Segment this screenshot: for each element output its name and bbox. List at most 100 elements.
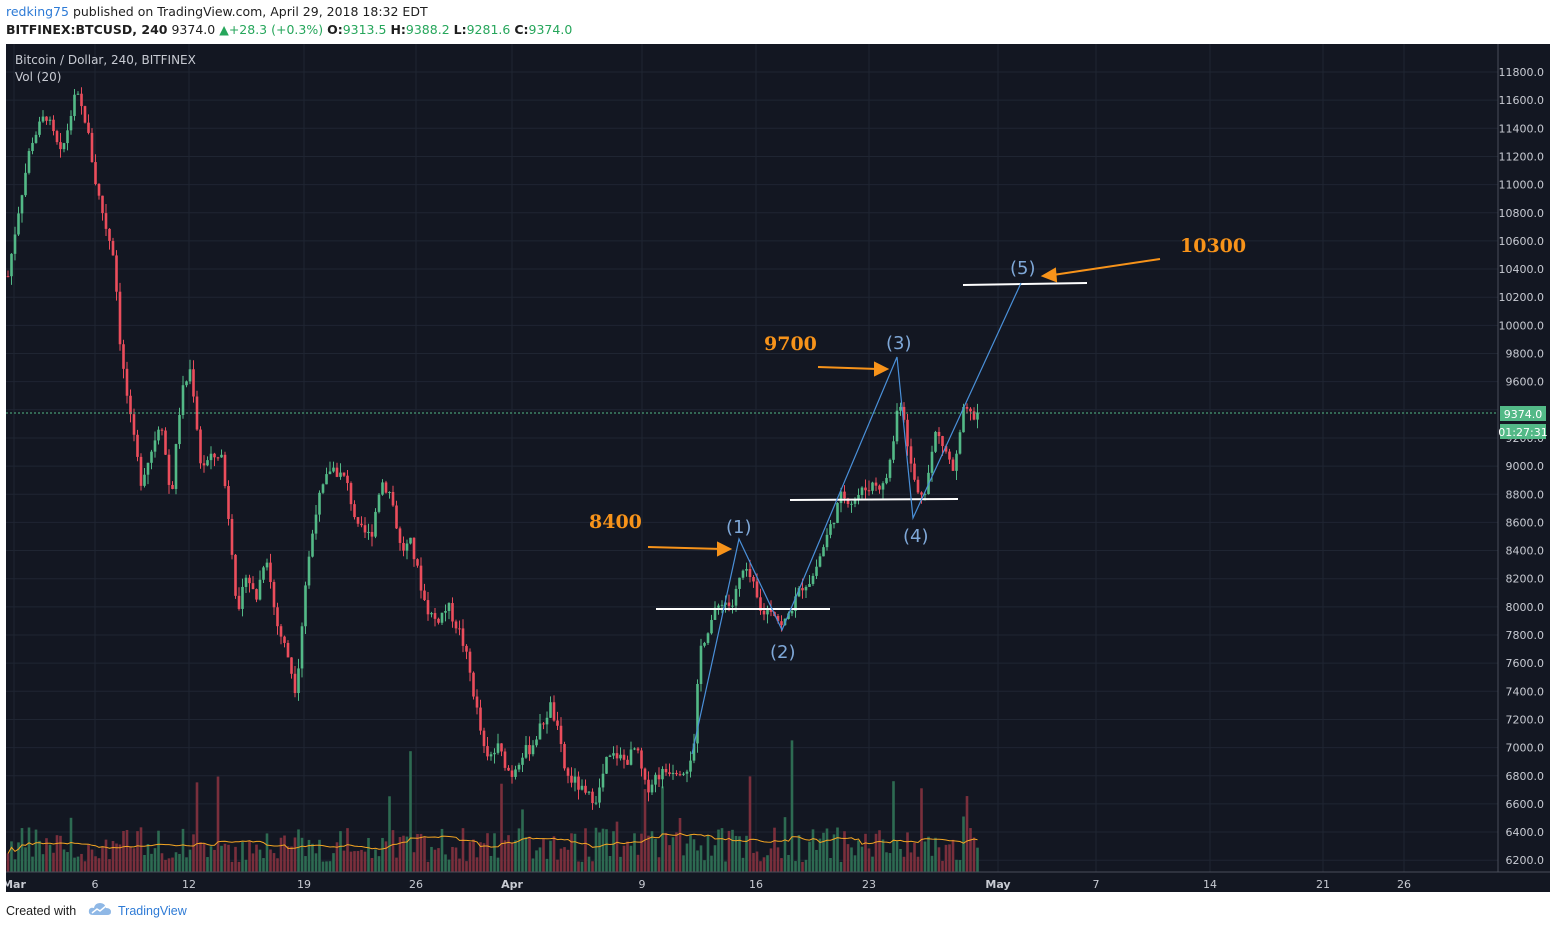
high-label: H: xyxy=(390,22,406,37)
volume-bar xyxy=(209,846,213,872)
candle-body xyxy=(433,613,437,619)
time-axis[interactable]: Mar 6 12 19 26 Apr 9 16 23 May 7 14 21 26 xyxy=(6,878,1411,891)
volume-bar xyxy=(164,859,167,872)
candle-body xyxy=(752,577,755,582)
candle-body xyxy=(724,602,727,605)
volume-bar xyxy=(269,849,272,872)
volume-bar xyxy=(346,828,349,872)
volume-bar xyxy=(482,843,486,872)
volume-bar xyxy=(395,857,398,872)
volume-bar xyxy=(913,842,916,872)
volume-bar xyxy=(748,776,752,872)
candle-body xyxy=(706,633,710,643)
candle-body xyxy=(237,595,241,609)
tradingview-link[interactable]: TradingView xyxy=(118,904,187,918)
candle-body xyxy=(923,494,927,496)
volume-bar xyxy=(174,852,178,872)
volume-bar xyxy=(335,842,339,872)
volume-bar xyxy=(580,861,584,872)
volume-bar xyxy=(892,781,895,872)
candle-body xyxy=(146,462,150,475)
volume-bar xyxy=(356,850,360,872)
price-axis[interactable]: 11800.0 11600.0 11400.0 11200.0 11000.0 10800… xyxy=(1499,66,1545,867)
candle-body xyxy=(794,596,797,611)
candle-body xyxy=(143,474,146,486)
volume-bar xyxy=(374,849,377,872)
candle-body xyxy=(199,429,202,464)
chart-pane[interactable]: 8400 9700 10300 (1) (2) (3) (4) (5) Bitc… xyxy=(6,44,1550,892)
candle-body xyxy=(213,453,216,458)
volume-bar xyxy=(622,845,626,872)
tradingview-cloud-icon[interactable] xyxy=(88,901,112,917)
volume-bar xyxy=(934,837,937,872)
volume-bar xyxy=(290,846,293,872)
candle-body xyxy=(269,562,272,583)
candle-body xyxy=(101,195,104,214)
volume-bar xyxy=(479,842,482,872)
candle-body xyxy=(66,130,69,144)
author-link[interactable]: redking75 xyxy=(6,4,69,19)
candle-body xyxy=(874,482,878,486)
volume-bar xyxy=(783,817,787,872)
volume-bar xyxy=(843,831,846,872)
volume-bar xyxy=(314,853,318,872)
candle-body xyxy=(881,483,885,490)
volume-bar xyxy=(244,859,248,872)
price-chart[interactable]: 8400 9700 10300 (1) (2) (3) (4) (5) Bitc… xyxy=(6,44,1550,892)
candle-body xyxy=(710,619,713,634)
price-tick-label: 8600.0 xyxy=(1506,516,1545,529)
volume-bar xyxy=(13,859,17,872)
candle-body xyxy=(615,753,619,759)
volume-bar xyxy=(69,817,73,872)
candle-body xyxy=(857,495,860,500)
volume-bar xyxy=(801,861,804,872)
open-label: O: xyxy=(327,22,343,37)
candle-body xyxy=(647,779,650,793)
volume-bar xyxy=(829,858,832,872)
candle-body xyxy=(640,750,643,769)
volume-bar xyxy=(514,840,517,872)
volume-bar xyxy=(192,834,195,872)
candle-body xyxy=(664,768,668,773)
candle-body xyxy=(885,477,888,484)
candle-body xyxy=(97,184,101,196)
time-tick-label: 16 xyxy=(749,878,763,891)
volume-bar xyxy=(451,846,454,872)
volume-bar xyxy=(654,838,657,872)
candle-body xyxy=(734,588,738,606)
price-tick-label: 10800.0 xyxy=(1499,207,1545,220)
candle-body xyxy=(339,472,342,477)
volume-bar xyxy=(206,857,209,872)
candle-body xyxy=(220,454,223,458)
candle-body xyxy=(293,673,297,694)
candle-body xyxy=(430,613,433,615)
candle-body xyxy=(160,429,164,431)
price-tick-label: 9600.0 xyxy=(1506,376,1545,389)
candle-body xyxy=(108,228,111,241)
price-tick-label: 10400.0 xyxy=(1499,263,1545,276)
candle-body xyxy=(321,484,325,493)
candle-body xyxy=(230,518,234,555)
candle-body xyxy=(314,514,318,534)
arrow-9700 xyxy=(817,361,890,377)
volume-bar xyxy=(902,856,906,872)
candle-body xyxy=(643,768,647,780)
volume-bar xyxy=(381,837,384,872)
candle-body xyxy=(192,369,195,397)
volume-bar xyxy=(251,853,255,872)
candle-body xyxy=(818,556,822,567)
volume-bar xyxy=(321,861,325,872)
candle-body xyxy=(822,547,825,557)
candle-body xyxy=(489,754,493,757)
price-tick-label: 6400.0 xyxy=(1506,826,1545,839)
volume-bar xyxy=(524,837,528,872)
candle-body xyxy=(811,575,815,584)
candle-body xyxy=(507,767,510,771)
candle-body xyxy=(916,479,920,493)
candle-body xyxy=(34,134,38,143)
volume-bar xyxy=(636,854,640,872)
high-value: 9388.2 xyxy=(405,22,450,37)
volume-bar xyxy=(846,844,850,872)
time-tick-label: 26 xyxy=(409,878,423,891)
candle-body xyxy=(682,773,685,775)
